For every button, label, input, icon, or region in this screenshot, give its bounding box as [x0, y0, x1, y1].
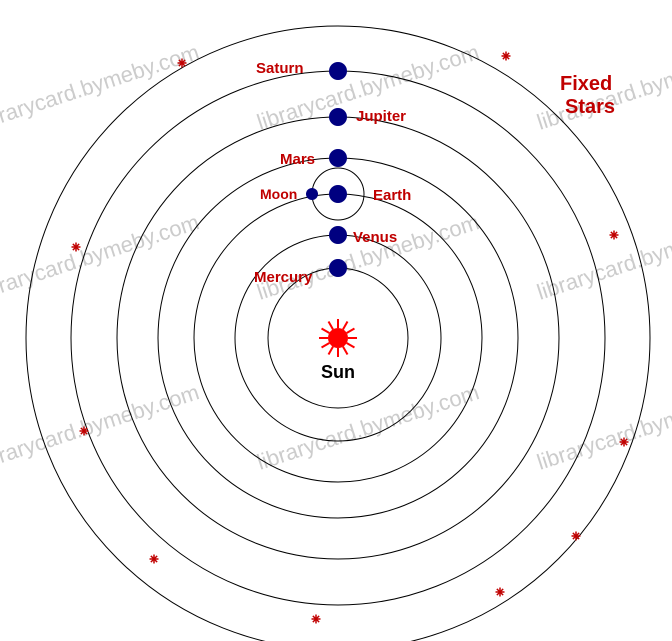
label-jupiter: Jupiter — [356, 108, 406, 125]
sun-icon — [319, 319, 357, 357]
svg-text:librarycard.bymeby.com: librarycard.bymeby.com — [254, 209, 482, 304]
svg-text:librarycard.bymeby.com: librarycard.bymeby.com — [534, 209, 672, 304]
label-saturn: Saturn — [256, 60, 304, 77]
label-mercury: Mercury — [254, 269, 312, 286]
fixed-star-icon — [312, 615, 321, 624]
svg-text:librarycard.bymeby.com: librarycard.bymeby.com — [254, 379, 482, 474]
fixed-star-icon — [610, 231, 619, 240]
fixed-star-icon — [178, 59, 187, 68]
svg-text:librarycard.bymeby.com: librarycard.bymeby.com — [534, 379, 672, 474]
label-earth: Earth — [373, 187, 411, 204]
fixed-star-icon — [72, 243, 81, 252]
planet-earth — [329, 185, 347, 203]
label-venus: Venus — [353, 229, 397, 246]
planet-jupiter — [329, 108, 347, 126]
label-fixed-stars-1: Fixed — [560, 73, 612, 96]
label-sun: Sun — [321, 362, 355, 383]
moon-body — [306, 188, 318, 200]
label-mars: Mars — [280, 151, 315, 168]
planet-venus — [329, 226, 347, 244]
svg-text:librarycard.bymeby.com: librarycard.bymeby.com — [0, 39, 202, 134]
planet-mars — [329, 149, 347, 167]
label-fixed-stars-2: Stars — [565, 96, 615, 119]
fixed-star-icon — [502, 52, 511, 61]
label-moon: Moon — [260, 186, 297, 202]
fixed-star-icon — [620, 438, 629, 447]
planet-mercury — [329, 259, 347, 277]
fixed-star-icon — [80, 427, 89, 436]
fixed-star-icon — [572, 532, 581, 541]
fixed-star-icon — [496, 588, 505, 597]
svg-text:librarycard.bymeby.com: librarycard.bymeby.com — [0, 209, 202, 304]
planet-saturn — [329, 62, 347, 80]
fixed-star-icon — [150, 555, 159, 564]
